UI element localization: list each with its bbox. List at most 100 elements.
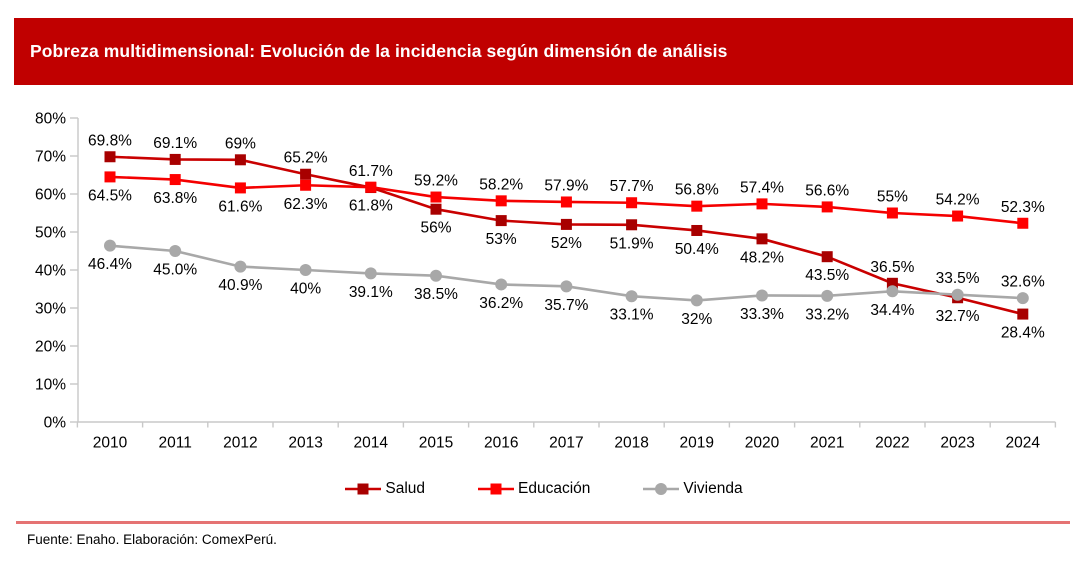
data-label: 61.6% (218, 198, 262, 215)
data-point-marker (495, 278, 508, 291)
data-point-marker (234, 260, 247, 273)
data-label: 61.8% (349, 198, 393, 215)
data-label: 32.6% (1001, 274, 1045, 291)
data-point-marker (560, 196, 572, 208)
data-point-marker (104, 151, 116, 163)
data-point-marker (821, 251, 833, 263)
data-label: 38.5% (414, 286, 458, 303)
x-tick-label: 2023 (940, 435, 974, 452)
legend-label: Salud (385, 480, 426, 497)
x-tick-label: 2014 (354, 435, 389, 452)
data-point-marker (1017, 217, 1029, 229)
chart-legend: Salud Educación Vivienda (0, 476, 1087, 502)
data-label: 33.1% (610, 307, 654, 324)
legend-swatch-salud (345, 483, 382, 495)
data-point-marker (756, 233, 768, 245)
data-label: 40.9% (218, 277, 262, 294)
title-banner: Pobreza multidimensional: Evolución de l… (14, 18, 1073, 85)
data-label: 63.8% (153, 190, 197, 207)
data-point-marker (300, 179, 312, 191)
data-point-marker (104, 171, 116, 183)
data-point-marker (560, 218, 572, 230)
data-point-marker (430, 203, 442, 215)
data-label: 34.4% (870, 302, 914, 319)
y-tick-label: 40% (35, 263, 66, 280)
source-note: Fuente: Enaho. Elaboración: ComexPerú. (27, 532, 277, 547)
data-label: 56.6% (805, 182, 849, 199)
data-label: 69.1% (153, 135, 197, 152)
data-label: 33.5% (936, 270, 980, 287)
x-tick-label: 2011 (159, 435, 192, 452)
data-point-marker (495, 195, 507, 207)
x-tick-label: 2016 (484, 435, 518, 452)
x-tick-label: 2012 (223, 435, 257, 452)
data-label: 56% (420, 220, 451, 237)
chart-canvas: 0% 10% 20% 30% 40% 50% 60% 70% 80% 2010 2011 2012 20… (35, 111, 1057, 452)
data-point-marker (1017, 308, 1029, 320)
x-tick-label: 2017 (549, 435, 583, 452)
data-point-marker (364, 267, 377, 280)
data-point-marker (430, 269, 442, 282)
legend-item-vivienda: Vivienda (642, 480, 743, 498)
y-tick-label: 0% (44, 415, 67, 432)
data-label: 33.3% (740, 306, 784, 323)
data-point-marker (821, 289, 834, 302)
data-point-marker (951, 288, 964, 301)
data-point-marker (169, 245, 182, 257)
y-tick-label: 30% (35, 301, 66, 318)
data-label: 39.1% (349, 284, 393, 301)
data-label: 61.7% (349, 163, 393, 180)
y-tick-label: 80% (35, 111, 66, 128)
data-label: 57.9% (544, 177, 588, 194)
data-label: 40% (290, 281, 321, 298)
data-point-marker (756, 289, 768, 302)
x-tick-label: 2018 (614, 435, 648, 452)
data-point-marker (821, 201, 833, 213)
data-point-marker (104, 239, 116, 252)
data-label: 52% (551, 235, 582, 252)
data-point-marker (756, 198, 768, 210)
data-label: 43.5% (805, 267, 849, 284)
data-label: 55% (877, 189, 908, 206)
data-point-marker (560, 280, 573, 293)
data-label: 33.2% (805, 306, 849, 323)
data-label: 53% (486, 231, 517, 248)
data-label: 54.2% (936, 192, 980, 209)
data-point-marker (691, 200, 703, 212)
data-point-marker (886, 285, 899, 298)
data-label: 69.8% (88, 132, 132, 149)
data-point-marker (365, 181, 377, 193)
data-point-marker (691, 224, 703, 236)
y-tick-label: 20% (35, 339, 66, 356)
footer-divider (16, 521, 1070, 524)
data-point-marker (234, 154, 246, 166)
data-label: 52.3% (1001, 199, 1045, 216)
data-point-marker (625, 290, 638, 303)
data-point-marker (169, 174, 181, 186)
data-point-marker (626, 219, 638, 231)
data-label: 57.4% (740, 179, 784, 196)
data-point-marker (626, 197, 638, 209)
data-label: 59.2% (414, 173, 458, 190)
legend-marker (357, 483, 369, 495)
x-tick-label: 2020 (745, 435, 780, 452)
data-label: 65.2% (284, 150, 328, 167)
x-tick-label: 2013 (288, 435, 322, 452)
data-label: 50.4% (675, 241, 719, 258)
data-label: 57.7% (610, 178, 654, 195)
data-label: 32.7% (936, 308, 980, 325)
data-label: 28.4% (1001, 325, 1045, 342)
series-vivienda: 46.4% 45.0% 40.9% 40% 39.1% 38.5% 36.2% 35.7% 33… (88, 239, 1045, 328)
data-label: 48.2% (740, 249, 784, 266)
data-point-marker (300, 168, 312, 180)
data-point-marker (952, 210, 964, 222)
legend-label: Vivienda (683, 480, 743, 497)
x-tick-label: 2010 (93, 435, 128, 452)
chart-title: Pobreza multidimensional: Evolución de l… (30, 41, 728, 61)
data-point-marker (234, 182, 246, 194)
x-tick-label: 2021 (810, 435, 844, 452)
x-tick-label: 2024 (1006, 435, 1041, 452)
data-label: 58.2% (479, 176, 523, 193)
legend-swatch-educacion (478, 483, 515, 495)
